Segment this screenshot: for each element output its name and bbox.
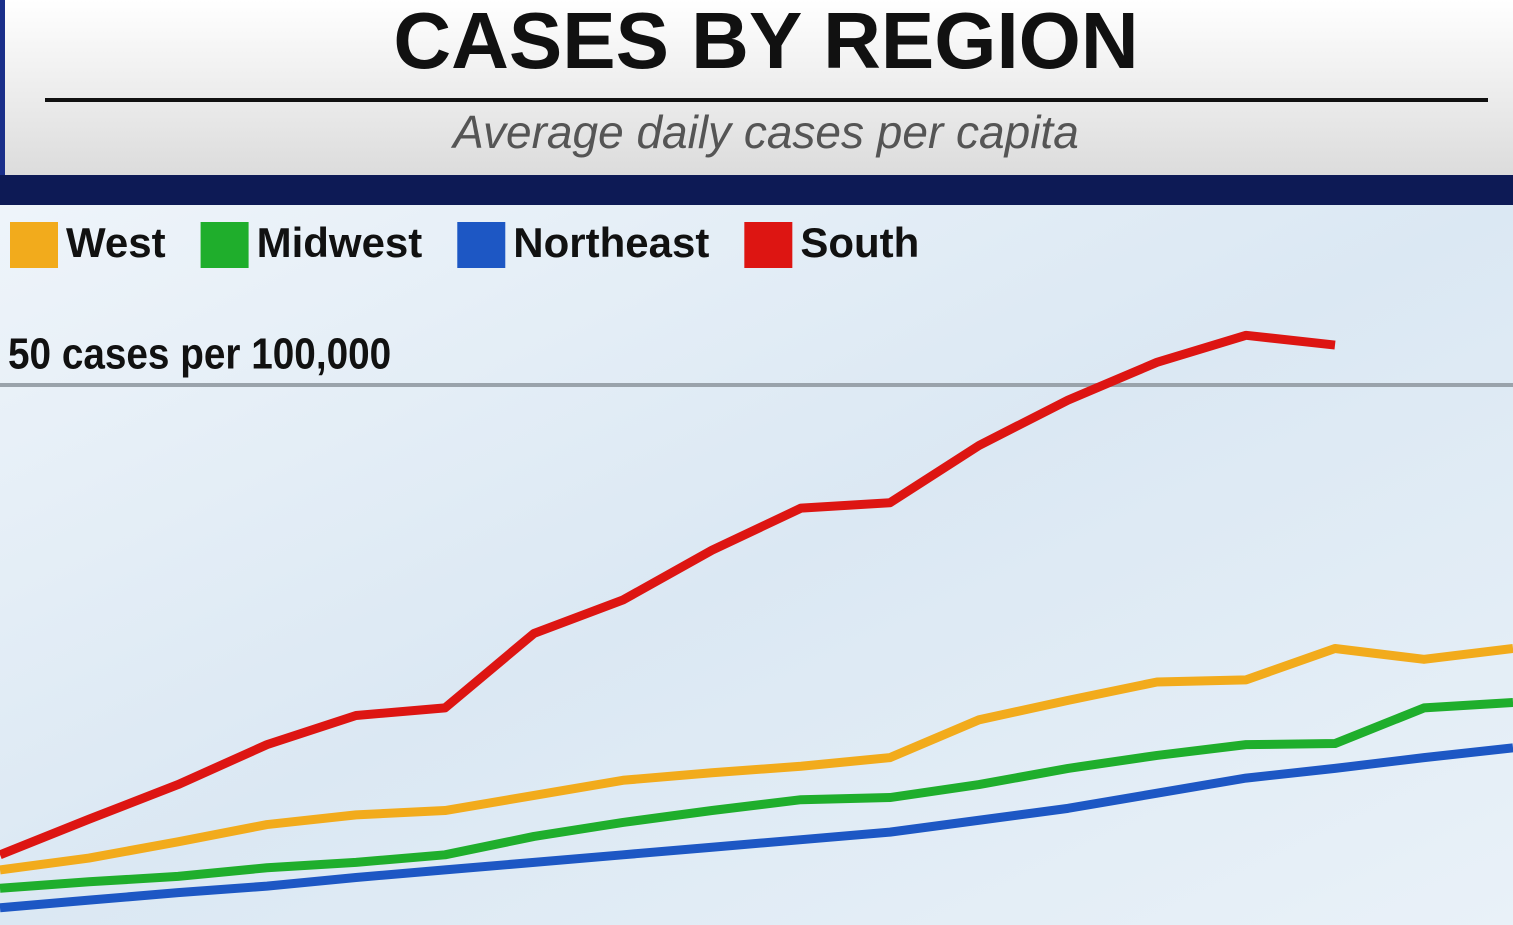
series-line xyxy=(0,698,1513,893)
header xyxy=(0,0,1513,175)
legend-label: South xyxy=(800,219,919,266)
legend-swatch xyxy=(10,222,58,268)
legend-swatch xyxy=(200,222,249,268)
legend-label: West xyxy=(66,219,166,266)
legend-swatch xyxy=(457,222,506,268)
header-edge xyxy=(0,0,5,175)
header-band xyxy=(0,175,1513,205)
series-line xyxy=(0,644,1513,875)
series-line xyxy=(0,330,1336,859)
legend-swatch xyxy=(744,222,793,268)
legend-label: Northeast xyxy=(513,219,709,266)
series-line xyxy=(0,743,1513,913)
chart-subtitle: Average daily cases per capita xyxy=(450,106,1079,158)
legend-label: Midwest xyxy=(257,219,423,266)
chart-title: CASES BY REGION xyxy=(393,0,1138,85)
y-tick-label: 50 cases per 100,000 xyxy=(8,328,391,378)
plot-background xyxy=(0,205,1513,925)
